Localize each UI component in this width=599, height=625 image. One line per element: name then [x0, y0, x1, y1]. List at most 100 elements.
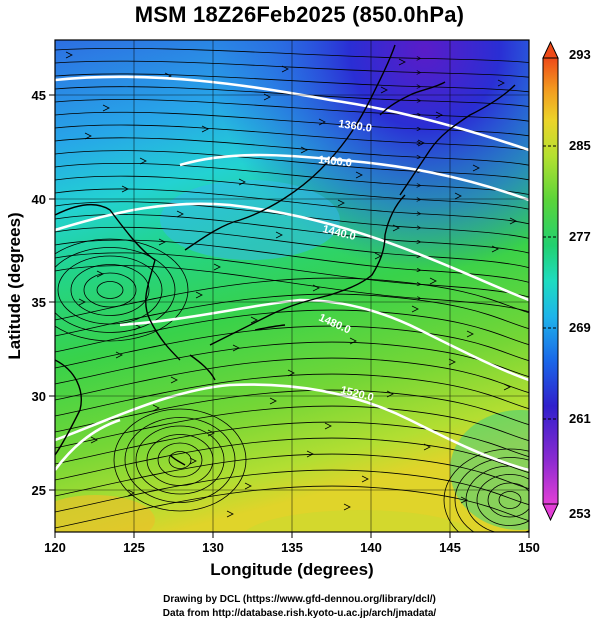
streamline-eddy	[476, 474, 529, 526]
streamline	[55, 188, 529, 225]
y-tick-label: 25	[32, 483, 46, 498]
flow-arrow	[343, 503, 351, 511]
streamline-eddy	[135, 425, 225, 495]
streamline-eddy	[498, 491, 522, 509]
credit-line-data: Data from http://database.rish.kyoto-u.a…	[162, 608, 437, 619]
flow-arrow	[152, 404, 160, 412]
streamline	[55, 421, 529, 465]
streamline	[55, 485, 529, 529]
flow-arrow	[65, 51, 73, 59]
flow-arrow	[213, 263, 221, 271]
colorbar-tick-label: 269	[569, 320, 591, 335]
streamline	[55, 226, 529, 269]
streamline	[55, 73, 529, 93]
y-axis-title: Latitude (degrees)	[5, 212, 24, 359]
flow-arrow	[275, 231, 283, 239]
x-tick-label: 135	[281, 540, 303, 555]
streamline	[55, 357, 529, 401]
flow-arrow	[195, 291, 203, 299]
flow-arrow	[361, 475, 369, 483]
flow-arrow	[96, 270, 104, 278]
streamline-eddy	[124, 417, 236, 503]
colorbar: 293 285 277 269 261 253	[542, 40, 591, 522]
flow-arrow	[238, 178, 246, 186]
streamline	[55, 453, 529, 497]
flow-arrow	[102, 104, 110, 112]
x-axis-ticks	[54, 532, 530, 538]
x-tick-label: 140	[360, 540, 382, 555]
y-tick-label: 30	[32, 389, 46, 404]
x-tick-label: 145	[439, 540, 461, 555]
flow-arrow	[84, 132, 92, 140]
x-tick-label: 120	[44, 540, 66, 555]
flow-arrow	[244, 482, 252, 490]
flow-arrow	[337, 199, 345, 207]
streamline	[55, 389, 529, 433]
streamline-eddy	[465, 465, 529, 532]
streamline	[55, 162, 529, 195]
flow-arrow	[429, 277, 437, 285]
streamline-eddy	[454, 457, 529, 532]
x-tick-label: 150	[518, 540, 540, 555]
streamline	[55, 265, 529, 313]
x-axis-labels: 120 125 130 135 140 145 150	[44, 540, 540, 555]
x-axis-title: Longitude (degrees)	[210, 560, 373, 579]
streamline-eddy	[83, 272, 137, 308]
flow-arrow	[170, 376, 178, 384]
colorbar-tick-label: 293	[569, 47, 591, 62]
flow-arrow	[306, 450, 314, 458]
y-tick-label: 40	[32, 192, 46, 207]
flow-arrow	[207, 429, 215, 437]
streamline	[55, 201, 529, 239]
streamline	[55, 99, 529, 122]
streamline	[55, 373, 529, 417]
flow-arrow	[423, 443, 431, 451]
colorbar-tick-label: 285	[569, 138, 591, 153]
flow-arrow	[318, 118, 326, 126]
flow-arrow	[139, 157, 147, 165]
streamline	[55, 124, 529, 151]
flow-arrow	[176, 210, 184, 218]
contour-label: 1360.0	[338, 118, 373, 135]
x-tick-label: 130	[202, 540, 224, 555]
streamline	[55, 293, 529, 337]
flow-arrow	[250, 316, 258, 324]
flow-arrow	[466, 330, 474, 338]
flow-arrow	[324, 422, 332, 430]
flow-arrow	[349, 337, 357, 345]
lat-lon-grid	[55, 40, 529, 532]
flow-arrow	[472, 164, 480, 172]
flow-arrow	[417, 139, 425, 147]
flow-arrow	[491, 245, 499, 253]
flow-arrow	[201, 125, 209, 133]
flow-arrow	[392, 224, 400, 232]
colorbar-tick-label: 261	[569, 411, 591, 426]
streamline-eddy	[96, 281, 124, 299]
flow-arrow	[232, 344, 240, 352]
streamline	[55, 325, 529, 369]
flow-arrow	[269, 397, 277, 405]
flow-arrow	[115, 351, 123, 359]
flow-arrow	[435, 111, 443, 119]
streamline	[55, 111, 529, 137]
y-axis-labels: 45 40 35 30 25	[32, 88, 46, 498]
flow-arrow	[454, 192, 462, 200]
streamline	[55, 309, 529, 353]
y-tick-label: 45	[32, 88, 46, 103]
contour-label: 1400.0	[318, 154, 353, 169]
streamline	[55, 150, 529, 181]
flow-arrow	[121, 185, 129, 193]
flow-arrow	[355, 171, 363, 179]
map-title: MSM 18Z26Feb2025 (850.0hPa)	[134, 2, 465, 27]
streamline-eddy	[168, 451, 192, 469]
flow-arrow	[411, 305, 419, 313]
streamline	[55, 175, 529, 210]
colorbar-tick-label: 277	[569, 229, 591, 244]
wind-streamlines	[55, 47, 529, 532]
streamline	[55, 239, 529, 283]
streamline	[55, 437, 529, 481]
flow-arrow	[189, 457, 197, 465]
y-tick-label: 35	[32, 295, 46, 310]
height-contours	[55, 75, 529, 472]
